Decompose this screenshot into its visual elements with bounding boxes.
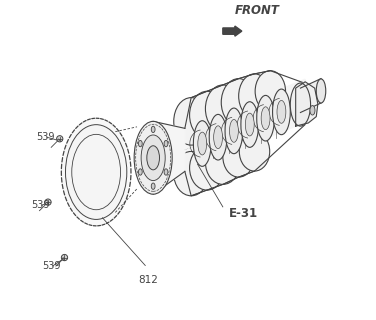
Ellipse shape (245, 113, 254, 136)
Text: 539: 539 (36, 132, 55, 142)
Polygon shape (185, 79, 305, 172)
Ellipse shape (46, 202, 48, 204)
Ellipse shape (58, 139, 59, 141)
Polygon shape (153, 121, 185, 194)
Ellipse shape (223, 136, 255, 177)
Ellipse shape (174, 151, 209, 196)
Ellipse shape (138, 140, 142, 147)
Ellipse shape (310, 106, 315, 115)
Ellipse shape (214, 126, 223, 148)
Ellipse shape (209, 115, 227, 160)
Ellipse shape (225, 108, 243, 154)
Ellipse shape (229, 119, 238, 142)
Ellipse shape (62, 258, 64, 260)
Text: FRONT: FRONT (235, 4, 280, 17)
Ellipse shape (138, 169, 142, 175)
Text: E-31: E-31 (229, 207, 258, 220)
Ellipse shape (190, 91, 224, 139)
Ellipse shape (239, 132, 270, 171)
Ellipse shape (174, 98, 209, 145)
Ellipse shape (239, 74, 270, 118)
Ellipse shape (190, 146, 224, 190)
Polygon shape (300, 79, 321, 113)
Ellipse shape (164, 169, 168, 175)
Ellipse shape (205, 85, 240, 132)
Ellipse shape (198, 132, 207, 155)
Ellipse shape (193, 121, 211, 166)
Ellipse shape (65, 125, 127, 220)
Ellipse shape (151, 183, 155, 189)
Ellipse shape (205, 140, 240, 184)
Text: 539: 539 (42, 261, 61, 271)
Ellipse shape (164, 140, 168, 147)
Ellipse shape (261, 107, 270, 130)
Ellipse shape (61, 254, 68, 261)
Ellipse shape (255, 71, 285, 112)
Ellipse shape (257, 95, 274, 141)
Ellipse shape (141, 135, 165, 180)
Text: 539: 539 (31, 200, 50, 210)
Ellipse shape (277, 100, 286, 123)
Ellipse shape (61, 118, 131, 226)
Ellipse shape (147, 146, 159, 170)
Text: 812: 812 (138, 275, 158, 285)
Ellipse shape (290, 83, 311, 126)
Ellipse shape (273, 89, 290, 135)
Ellipse shape (221, 79, 256, 126)
Ellipse shape (45, 199, 51, 205)
FancyArrow shape (223, 26, 242, 36)
Ellipse shape (316, 79, 326, 103)
Ellipse shape (57, 136, 63, 142)
Ellipse shape (151, 126, 155, 132)
Ellipse shape (134, 121, 172, 194)
Ellipse shape (241, 102, 259, 147)
Polygon shape (296, 82, 318, 126)
